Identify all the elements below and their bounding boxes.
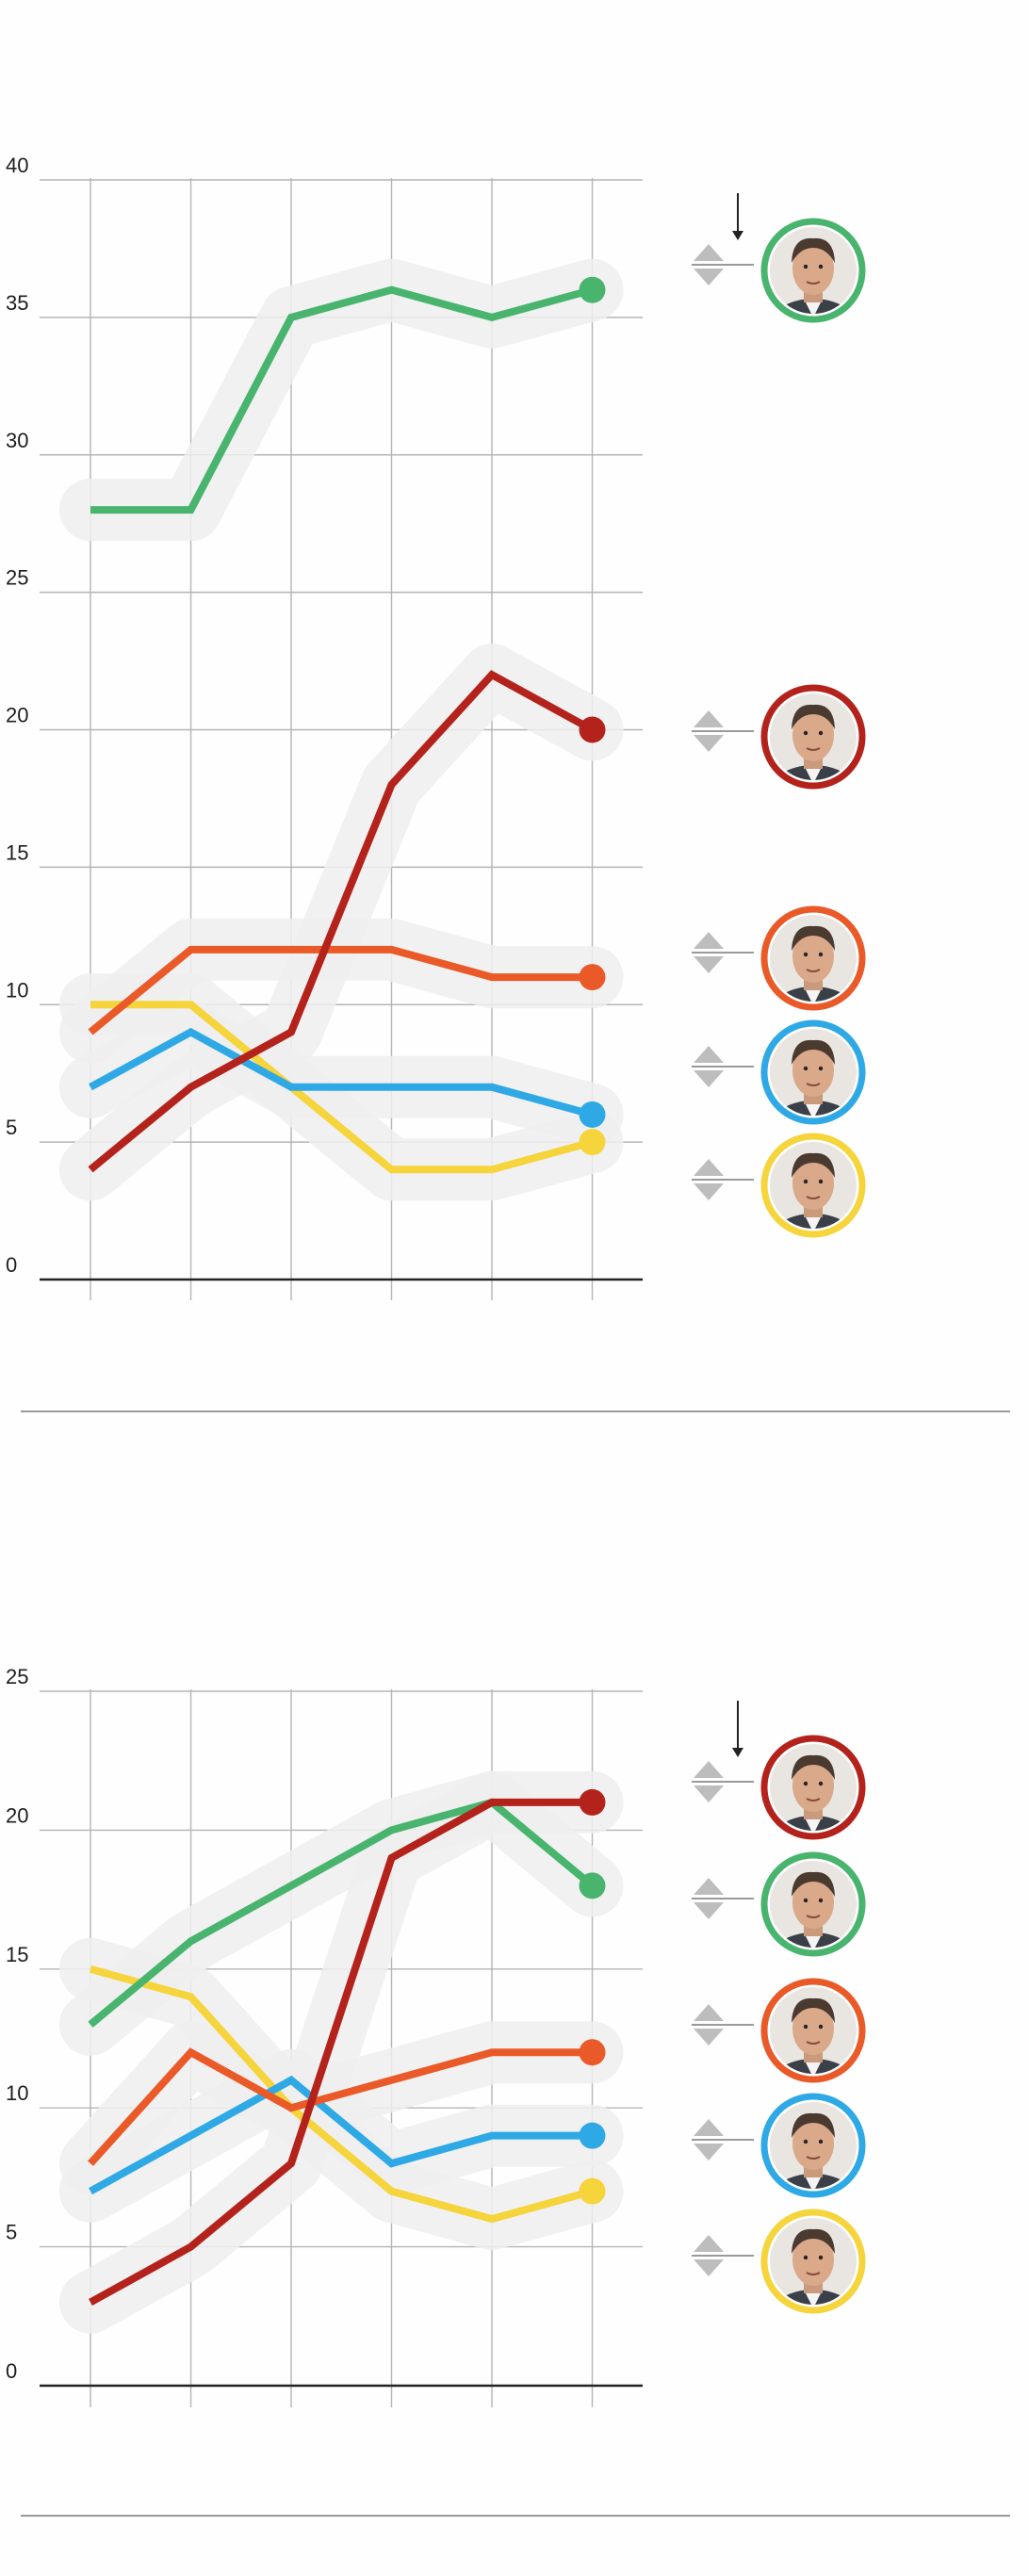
y-tick-label: 5 xyxy=(6,1116,17,1139)
series-end-point-yellow xyxy=(579,1129,606,1156)
series-end-point-orange xyxy=(579,2039,606,2066)
chart-svg: 0 5 10 15 20 25 30 35 40 xyxy=(6,154,866,1300)
candidate-red-portrait xyxy=(760,1735,866,1840)
y-tick-label: 5 xyxy=(6,2221,17,2244)
candidate-red-portrait xyxy=(760,684,866,790)
series-line-yellow xyxy=(90,1001,594,1174)
series-lines xyxy=(88,276,606,1174)
sort-arrows-icon[interactable] xyxy=(692,710,754,752)
candidate-orange-portrait xyxy=(760,905,866,1011)
y-tick-label: 20 xyxy=(6,704,28,727)
legend xyxy=(692,1701,866,2314)
y-tick-label: 35 xyxy=(6,291,28,315)
section-divider xyxy=(21,1410,1010,1412)
candidate-blue-portrait xyxy=(760,2093,866,2198)
sort-arrows-icon[interactable] xyxy=(692,2235,754,2276)
chart-second-round: 0 5 10 15 20 25 xyxy=(0,1413,1029,2576)
candidate-yellow-portrait xyxy=(760,2209,866,2314)
series-end-point-green xyxy=(579,276,606,303)
arrow-down-icon xyxy=(732,193,743,240)
candidate-yellow-portrait xyxy=(760,1133,866,1238)
chart-svg: 0 5 10 15 20 25 xyxy=(6,1665,866,2407)
candidate-green-portrait xyxy=(760,218,866,323)
sort-arrows-icon[interactable] xyxy=(692,2119,754,2160)
series-end-point-green xyxy=(579,1872,606,1899)
series-line-red xyxy=(89,1798,593,2307)
series-end-point-red xyxy=(579,1788,606,1816)
series-end-point-orange xyxy=(579,964,606,991)
sort-arrows-icon[interactable] xyxy=(692,1878,754,1919)
y-tick-label: 0 xyxy=(6,1253,17,1277)
series-line-blue xyxy=(89,1027,594,1118)
y-tick-label: 20 xyxy=(6,1803,28,1827)
candidate-orange-portrait xyxy=(760,1978,866,2083)
series-lines xyxy=(88,1788,606,2307)
series-line-green xyxy=(90,285,594,514)
series-halo-green xyxy=(59,258,624,542)
candidate-blue-portrait xyxy=(760,1019,866,1125)
series-line-orange xyxy=(88,2047,593,2166)
series-line-orange xyxy=(88,945,593,1035)
series-line-yellow xyxy=(89,1965,594,2224)
y-tick-label: 15 xyxy=(6,1943,28,1966)
section-divider xyxy=(21,2515,1010,2517)
y-tick-label: 25 xyxy=(6,566,28,590)
sort-arrows-icon[interactable] xyxy=(692,1046,754,1087)
sort-arrows-icon[interactable] xyxy=(692,1159,754,1200)
sort-arrows-icon[interactable] xyxy=(692,2004,754,2046)
series-line-green xyxy=(88,1798,596,2028)
chart-first-round: 0 5 10 15 20 25 30 35 40 xyxy=(6,154,866,1300)
y-tick-label: 30 xyxy=(6,429,28,452)
arrow-down-icon xyxy=(732,1701,743,1757)
legend xyxy=(692,193,866,1238)
series-end-point-yellow xyxy=(579,2177,606,2205)
series-line-red xyxy=(88,670,595,1173)
y-tick-label: 40 xyxy=(6,154,28,177)
y-tick-label: 25 xyxy=(6,1665,28,1688)
sort-arrows-icon[interactable] xyxy=(692,1761,754,1802)
series-end-point-blue xyxy=(579,1101,606,1128)
y-tick-label: 0 xyxy=(6,2359,17,2383)
y-tick-label: 10 xyxy=(6,2081,28,2105)
sort-arrows-icon[interactable] xyxy=(692,244,754,285)
candidate-green-portrait xyxy=(760,1851,866,1957)
series-end-point-red xyxy=(579,716,606,743)
series-end-point-blue xyxy=(579,2122,606,2149)
y-tick-label: 15 xyxy=(6,840,28,864)
sort-arrows-icon[interactable] xyxy=(692,932,754,973)
series-line-blue xyxy=(89,2075,593,2195)
y-tick-label: 10 xyxy=(6,978,28,1002)
